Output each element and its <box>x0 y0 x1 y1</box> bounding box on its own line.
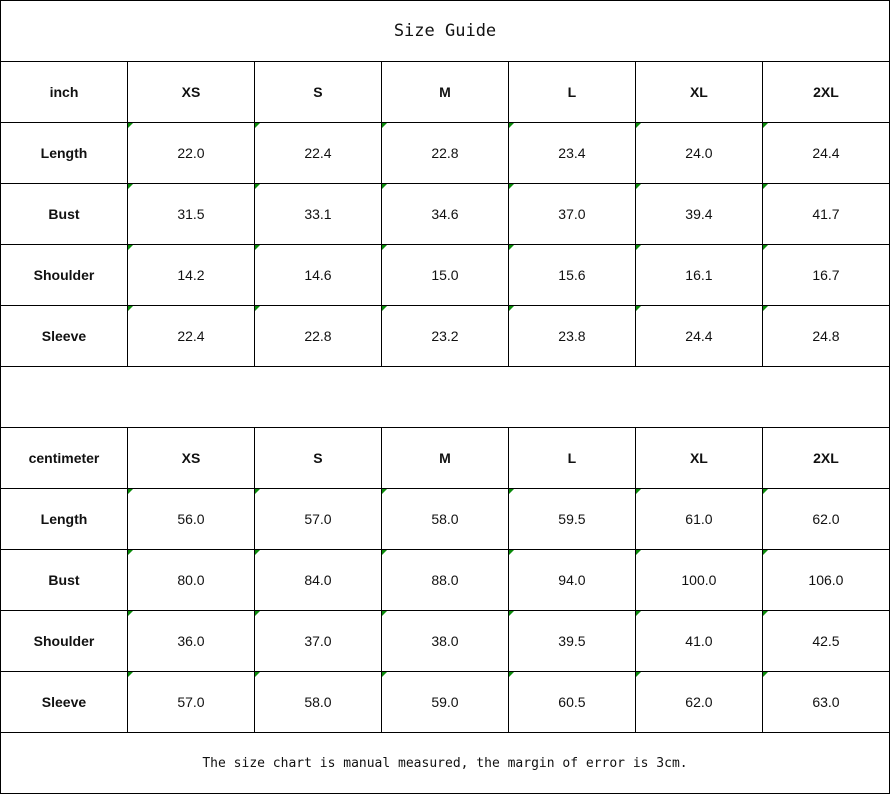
size-header-m[interactable]: M <box>380 61 509 123</box>
table-row: Length 56.0 57.0 58.0 59.5 61.0 62.0 <box>0 488 890 550</box>
measure-value[interactable]: 39.4 <box>634 183 763 245</box>
measurement-note[interactable]: The size chart is manual measured, the m… <box>0 732 890 794</box>
measure-value[interactable]: 22.0 <box>126 122 255 184</box>
measure-label-bust[interactable]: Bust <box>0 549 128 611</box>
measure-value[interactable]: 100.0 <box>634 549 763 611</box>
size-header-2xl[interactable]: 2XL <box>761 61 890 123</box>
measure-value[interactable]: 23.8 <box>507 305 636 367</box>
measure-value[interactable]: 24.8 <box>761 305 890 367</box>
measure-value[interactable]: 22.8 <box>380 122 509 184</box>
measure-value[interactable]: 16.7 <box>761 244 890 306</box>
size-header-2xl[interactable]: 2XL <box>761 427 890 489</box>
measure-value[interactable]: 59.0 <box>380 671 509 733</box>
measure-value[interactable]: 23.4 <box>507 122 636 184</box>
measure-value[interactable]: 42.5 <box>761 610 890 672</box>
size-header-l[interactable]: L <box>507 61 636 123</box>
measure-label-bust[interactable]: Bust <box>0 183 128 245</box>
measure-value[interactable]: 94.0 <box>507 549 636 611</box>
measure-value[interactable]: 16.1 <box>634 244 763 306</box>
page-title[interactable]: Size Guide <box>0 0 890 62</box>
measure-label-sleeve[interactable]: Sleeve <box>0 305 128 367</box>
spacer-row <box>0 366 890 428</box>
empty-cell[interactable] <box>0 366 890 428</box>
measure-value[interactable]: 88.0 <box>380 549 509 611</box>
measure-label-shoulder[interactable]: Shoulder <box>0 244 128 306</box>
measure-value[interactable]: 37.0 <box>253 610 382 672</box>
size-header-xl[interactable]: XL <box>634 427 763 489</box>
measure-value[interactable]: 22.4 <box>253 122 382 184</box>
measure-value[interactable]: 15.6 <box>507 244 636 306</box>
table-row: Length 22.0 22.4 22.8 23.4 24.0 24.4 <box>0 122 890 184</box>
measure-value[interactable]: 60.5 <box>507 671 636 733</box>
note-row: The size chart is manual measured, the m… <box>0 732 890 794</box>
measure-label-sleeve[interactable]: Sleeve <box>0 671 128 733</box>
measure-value[interactable]: 57.0 <box>253 488 382 550</box>
measure-value[interactable]: 24.4 <box>634 305 763 367</box>
size-header-xs[interactable]: XS <box>126 427 255 489</box>
measure-value[interactable]: 31.5 <box>126 183 255 245</box>
header-row: inch XS S M L XL 2XL <box>0 61 890 123</box>
table-row: Shoulder 14.2 14.6 15.0 15.6 16.1 16.7 <box>0 244 890 306</box>
measure-value[interactable]: 33.1 <box>253 183 382 245</box>
size-header-xs[interactable]: XS <box>126 61 255 123</box>
measure-value[interactable]: 84.0 <box>253 549 382 611</box>
measure-value[interactable]: 22.4 <box>126 305 255 367</box>
size-header-s[interactable]: S <box>253 61 382 123</box>
measure-value[interactable]: 41.7 <box>761 183 890 245</box>
measure-value[interactable]: 41.0 <box>634 610 763 672</box>
measure-value[interactable]: 24.4 <box>761 122 890 184</box>
table-row: Sleeve 22.4 22.8 23.2 23.8 24.4 24.8 <box>0 305 890 367</box>
size-header-s[interactable]: S <box>253 427 382 489</box>
measure-value[interactable]: 58.0 <box>253 671 382 733</box>
size-header-xl[interactable]: XL <box>634 61 763 123</box>
measure-value[interactable]: 14.2 <box>126 244 255 306</box>
measure-value[interactable]: 36.0 <box>126 610 255 672</box>
measure-value[interactable]: 34.6 <box>380 183 509 245</box>
measure-value[interactable]: 22.8 <box>253 305 382 367</box>
measure-value[interactable]: 58.0 <box>380 488 509 550</box>
measure-value[interactable]: 59.5 <box>507 488 636 550</box>
measure-value[interactable]: 39.5 <box>507 610 636 672</box>
measure-value[interactable]: 106.0 <box>761 549 890 611</box>
measure-value[interactable]: 14.6 <box>253 244 382 306</box>
size-header-l[interactable]: L <box>507 427 636 489</box>
size-header-m[interactable]: M <box>380 427 509 489</box>
measure-value[interactable]: 80.0 <box>126 549 255 611</box>
table-row: Shoulder 36.0 37.0 38.0 39.5 41.0 42.5 <box>0 610 890 672</box>
measure-value[interactable]: 62.0 <box>634 671 763 733</box>
title-row: Size Guide <box>0 0 890 62</box>
measure-value[interactable]: 37.0 <box>507 183 636 245</box>
measure-value[interactable]: 57.0 <box>126 671 255 733</box>
measure-value[interactable]: 24.0 <box>634 122 763 184</box>
measure-value[interactable]: 61.0 <box>634 488 763 550</box>
measure-value[interactable]: 63.0 <box>761 671 890 733</box>
header-row: centimeter XS S M L XL 2XL <box>0 427 890 489</box>
measure-value[interactable]: 15.0 <box>380 244 509 306</box>
table-row: Bust 80.0 84.0 88.0 94.0 100.0 106.0 <box>0 549 890 611</box>
measure-value[interactable]: 56.0 <box>126 488 255 550</box>
table-row: Bust 31.5 33.1 34.6 37.0 39.4 41.7 <box>0 183 890 245</box>
unit-header[interactable]: centimeter <box>0 427 128 489</box>
table-row: Sleeve 57.0 58.0 59.0 60.5 62.0 63.0 <box>0 671 890 733</box>
measure-value[interactable]: 23.2 <box>380 305 509 367</box>
measure-label-length[interactable]: Length <box>0 488 128 550</box>
measure-label-shoulder[interactable]: Shoulder <box>0 610 128 672</box>
measure-label-length[interactable]: Length <box>0 122 128 184</box>
unit-header[interactable]: inch <box>0 61 128 123</box>
measure-value[interactable]: 38.0 <box>380 610 509 672</box>
measure-value[interactable]: 62.0 <box>761 488 890 550</box>
